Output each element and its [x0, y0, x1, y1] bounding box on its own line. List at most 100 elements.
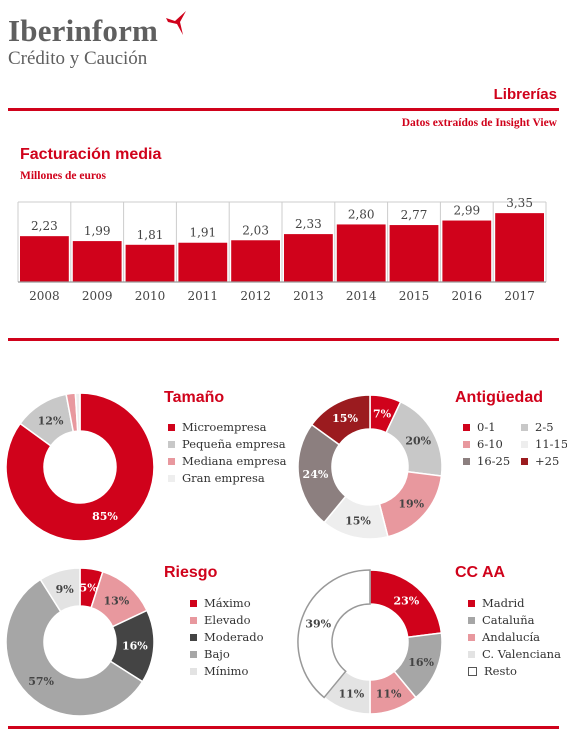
legend-label: Gran empresa	[182, 471, 265, 485]
legend-label: +25	[535, 454, 560, 468]
bar-value-label: 2,23	[31, 219, 58, 233]
legend-item: Máximo	[190, 596, 251, 610]
bar-category-label: 2008	[29, 289, 60, 303]
legend-item: Andalucía	[468, 630, 540, 644]
legend-item: 16-25	[463, 454, 510, 468]
bar-category-label: 2012	[240, 289, 271, 303]
donut-slice-label: 5%	[80, 582, 99, 595]
legend-item: +25	[521, 454, 559, 468]
donut-2: 7% 20% 19% 15% 24% 15%	[297, 394, 443, 540]
bar-category-label: 2014	[346, 289, 377, 303]
donut-slice-label: 15%	[332, 412, 358, 425]
donut-slice-label: 19%	[398, 497, 424, 510]
donut-slice-label: 85%	[92, 510, 118, 523]
legend-label: 2-5	[535, 420, 554, 434]
legend-swatch	[168, 423, 175, 431]
legend-label: C. Valenciana	[482, 647, 561, 661]
legend-swatch	[463, 457, 470, 465]
legend-swatch	[468, 599, 475, 607]
legend-item: Madrid	[468, 596, 525, 610]
legend-item: Gran empresa	[168, 471, 265, 485]
age-chart-title: Antigüedad	[455, 389, 543, 406]
donut-slice-label: 20%	[405, 435, 431, 448]
legend-label: 0-1	[477, 420, 496, 434]
bar-2011	[178, 242, 228, 282]
legend-swatch	[190, 650, 197, 658]
legend-item: Mediana empresa	[168, 454, 287, 468]
bar-2012	[231, 240, 280, 282]
bar-category-label: 2009	[82, 289, 113, 303]
bird-logo-icon	[166, 11, 186, 35]
donut-slice-label: 23%	[393, 595, 419, 608]
section-rule	[8, 338, 559, 341]
risk-chart-title: Riesgo	[164, 564, 218, 581]
legend-label: 6-10	[477, 437, 503, 451]
legend-item: 2-5	[521, 420, 554, 434]
bar-value-label: 2,33	[295, 217, 322, 231]
legend-label: Mínimo	[204, 664, 249, 678]
legend-item: C. Valenciana	[468, 647, 561, 661]
donut-slice-label: 11%	[376, 688, 402, 701]
legend-item: Cataluña	[468, 613, 534, 627]
legend-label: 16-25	[477, 454, 511, 468]
donut-slice-label: 12%	[38, 415, 64, 428]
legend-item: 11-15	[521, 437, 567, 451]
donut-slice	[39, 567, 81, 613]
legend-item: Pequeña empresa	[168, 437, 286, 451]
legend-swatch	[463, 440, 470, 448]
bar-2008	[20, 236, 69, 282]
legend-label: Mediana empresa	[182, 454, 287, 468]
legend-item: Bajo	[190, 647, 230, 661]
legend-swatch	[190, 616, 197, 624]
footer-rule	[8, 726, 559, 729]
legend-label: Máximo	[204, 596, 251, 610]
legend-swatch	[521, 457, 528, 465]
legend-item: Resto	[468, 664, 517, 678]
legend-label: Andalucía	[482, 630, 540, 644]
legend-item: 0-1	[463, 420, 496, 434]
legend-label: Moderado	[204, 630, 264, 644]
bar-category-label: 2016	[452, 289, 483, 303]
legend-swatch	[168, 474, 175, 482]
legend-swatch	[468, 650, 475, 658]
legend-swatch	[168, 440, 175, 448]
legend-swatch	[521, 440, 528, 448]
bar-value-label: 3,35	[506, 196, 533, 210]
legend-item: Mínimo	[190, 664, 248, 678]
bar-value-label: 1,91	[189, 226, 216, 240]
legend-label: Elevado	[204, 613, 251, 627]
legend-item: 6-10	[463, 437, 503, 451]
legend-swatch	[190, 667, 197, 675]
bar-value-label: 2,77	[401, 208, 428, 222]
brand-name: Iberinform	[8, 13, 159, 48]
page-title: Librerías	[493, 86, 557, 103]
legend-label: Cataluña	[482, 613, 535, 627]
bar-value-label: 2,99	[453, 204, 480, 218]
donut-slice-label: 7%	[373, 407, 392, 420]
bar-value-label: 1,81	[137, 228, 164, 242]
legend-item: Moderado	[190, 630, 264, 644]
legend-item: Elevado	[190, 613, 251, 627]
donut-3: 5% 13% 16% 57% 9%	[5, 567, 155, 717]
legend-label: Resto	[484, 664, 517, 678]
bar-value-label: 2,80	[348, 207, 375, 221]
legend-swatch	[468, 616, 475, 624]
bar-chart-title: Facturación media	[20, 146, 162, 163]
donut-slice	[310, 394, 371, 446]
bar-category-label: 2015	[399, 289, 430, 303]
bar-value-label: 2,03	[242, 223, 269, 237]
bar-category-label: 2011	[188, 289, 219, 303]
donut-slice	[5, 392, 155, 542]
donut-slice-label: 57%	[28, 675, 54, 688]
donut-slice-label: 9%	[56, 583, 75, 596]
donut-slice-label: 11%	[338, 688, 364, 701]
donut-1: 85% 12%	[5, 392, 155, 542]
bar-2014	[336, 224, 386, 282]
legend-label: Pequeña empresa	[182, 437, 286, 451]
legend-item: Microempresa	[168, 420, 266, 434]
bar-2015	[389, 225, 439, 282]
donut-slice-label: 39%	[305, 617, 331, 630]
bar-chart: 2,23 2008 1,99 2009 1,81 2010 1,91 2011 2,03 2012…	[17, 196, 547, 303]
donut-slice-label: 24%	[303, 468, 329, 481]
